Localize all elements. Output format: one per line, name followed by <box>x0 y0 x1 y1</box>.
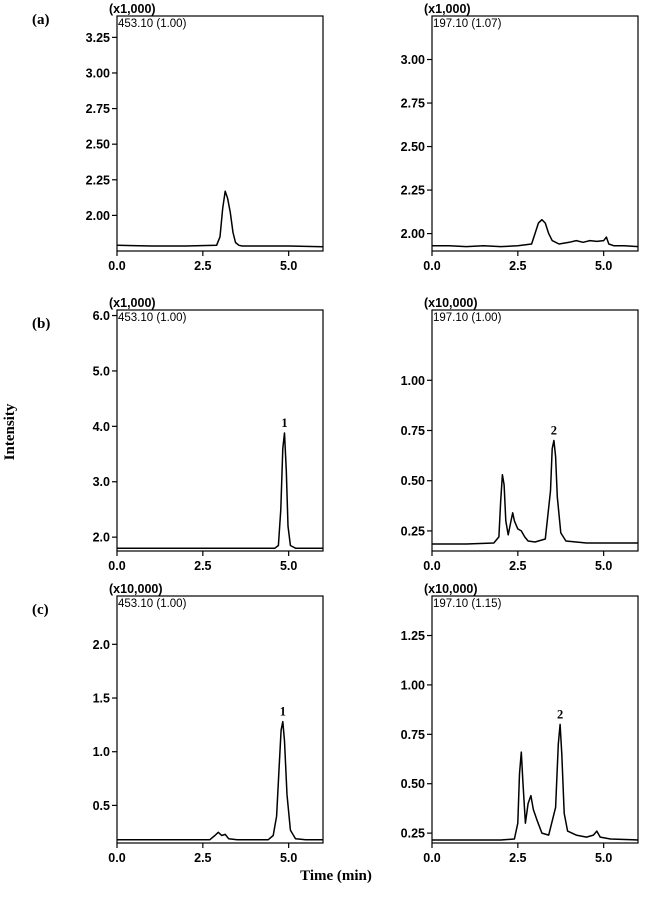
ion-label: 453.10 (1.00) <box>118 312 187 324</box>
x-tick-label: 2.5 <box>509 559 526 573</box>
y-tick-label: 1.00 <box>401 374 425 388</box>
y-tick-label: 4.0 <box>93 420 110 434</box>
y-tick-label: 3.25 <box>86 31 110 45</box>
x-tick-label: 2.5 <box>194 851 211 865</box>
x-tick-label: 2.5 <box>509 259 526 273</box>
panel-label-a: (a) <box>32 12 50 28</box>
chromatogram-2: 2.00 2.25 2.50 2.75 3.00 0.0 2.5 5.0 (x1,000) 197… <box>401 2 639 273</box>
y-tick-label: 0.50 <box>401 474 425 488</box>
x-tick-label: 5.0 <box>280 259 297 273</box>
x-tick-label: 2.5 <box>194 259 211 273</box>
scale-factor: (x1,000) <box>109 296 156 310</box>
chromatogram-trace <box>432 218 639 248</box>
y-tick-label: 3.00 <box>401 53 425 67</box>
peak-label: 1 <box>281 416 287 430</box>
chromatogram-trace <box>117 720 323 841</box>
y-tick-label: 0.25 <box>401 524 425 538</box>
plot-frame <box>116 595 324 844</box>
y-axis-title: Intensity <box>2 403 18 460</box>
y-tick-label: 1.0 <box>93 745 110 759</box>
scale-factor: (x10,000) <box>424 582 478 596</box>
y-tick-label: 3.0 <box>93 475 110 489</box>
plot-frame <box>431 15 639 252</box>
y-tick-label: 1.00 <box>401 678 425 692</box>
scale-factor: (x10,000) <box>424 296 478 310</box>
chromatogram-trace <box>116 190 324 248</box>
y-tick-label: 1.25 <box>401 629 425 643</box>
plot-frame <box>431 309 639 552</box>
ion-label: 453.10 (1.00) <box>118 598 187 610</box>
y-tick-label: 2.75 <box>401 97 425 111</box>
x-tick-label: 0.0 <box>423 559 440 573</box>
x-tick-label: 5.0 <box>595 559 612 573</box>
y-tick-label: 2.0 <box>93 638 110 652</box>
y-tick-label: 2.00 <box>401 227 425 241</box>
y-tick-label: 2.75 <box>86 102 110 116</box>
scale-factor: (x1,000) <box>424 2 471 16</box>
plot-frame <box>431 595 639 844</box>
y-tick-label: 2.50 <box>401 140 425 154</box>
x-tick-label: 2.5 <box>194 559 211 573</box>
y-tick-label: 3.00 <box>86 66 110 80</box>
y-tick-label: 2.25 <box>86 173 110 187</box>
ion-label: 197.10 (1.15) <box>433 598 502 610</box>
y-tick-label: 0.25 <box>401 827 425 841</box>
y-tick-label: 0.5 <box>93 799 110 813</box>
y-tick-label: 0.75 <box>401 424 425 438</box>
y-tick-label: 1.5 <box>93 692 110 706</box>
y-tick-label: 2.25 <box>401 184 425 198</box>
panel-label-c: (c) <box>32 602 49 618</box>
peak-label: 1 <box>280 705 286 719</box>
y-tick-label: 2.00 <box>86 209 110 223</box>
x-tick-label: 0.0 <box>108 259 125 273</box>
x-tick-label: 0.0 <box>108 851 125 865</box>
chromatogram-trace <box>432 723 639 841</box>
peak-label: 2 <box>557 707 563 721</box>
x-tick-label: 0.0 <box>423 851 440 865</box>
ion-label: 197.10 (1.07) <box>433 18 502 30</box>
chromatogram-trace <box>432 439 638 545</box>
x-axis-title: Time (min) <box>300 868 372 884</box>
plot-panels: 2.00 2.25 2.50 2.75 3.00 3.25 0.0 2.5 5.0 (x1,000… <box>86 2 639 865</box>
ion-label: 197.10 (1.00) <box>433 312 502 324</box>
y-tick-label: 0.75 <box>401 728 425 742</box>
x-tick-label: 0.0 <box>423 259 440 273</box>
plot-frame <box>116 309 324 552</box>
chromatogram-6: 0.25 0.50 0.75 1.00 1.25 0.0 2.5 5.0 (x10,000) 19… <box>401 582 639 865</box>
x-tick-label: 2.5 <box>509 851 526 865</box>
x-tick-label: 0.0 <box>108 559 125 573</box>
x-tick-label: 5.0 <box>280 559 297 573</box>
y-tick-label: 2.0 <box>93 531 110 545</box>
chromatogram-5: 0.5 1.0 1.5 2.0 0.0 2.5 5.0 (x10,000) 453.10 (1.… <box>93 582 324 865</box>
plot-frame <box>116 15 324 252</box>
y-tick-label: 5.0 <box>93 364 110 378</box>
y-tick-label: 6.0 <box>93 309 110 323</box>
peak-label: 2 <box>551 424 557 438</box>
panel-label-b: (b) <box>32 316 50 332</box>
x-tick-label: 5.0 <box>595 851 612 865</box>
scale-factor: (x10,000) <box>109 582 163 596</box>
x-tick-label: 5.0 <box>595 259 612 273</box>
ion-label: 453.10 (1.00) <box>118 18 187 30</box>
scale-factor: (x1,000) <box>109 2 156 16</box>
y-tick-label: 2.50 <box>86 138 110 152</box>
chromatogram-1: 2.00 2.25 2.50 2.75 3.00 3.25 0.0 2.5 5.0 (x1,000… <box>86 2 324 273</box>
x-tick-label: 5.0 <box>280 851 297 865</box>
chromatogram-3: 2.0 3.0 4.0 5.0 6.0 0.0 2.5 5.0 (x1,000) 453.10 (… <box>93 296 324 573</box>
chromatogram-trace <box>117 432 323 549</box>
y-tick-label: 0.50 <box>401 777 425 791</box>
chromatogram-4: 0.25 0.50 0.75 1.00 0.0 2.5 5.0 (x10,000) 197.10… <box>401 296 639 573</box>
